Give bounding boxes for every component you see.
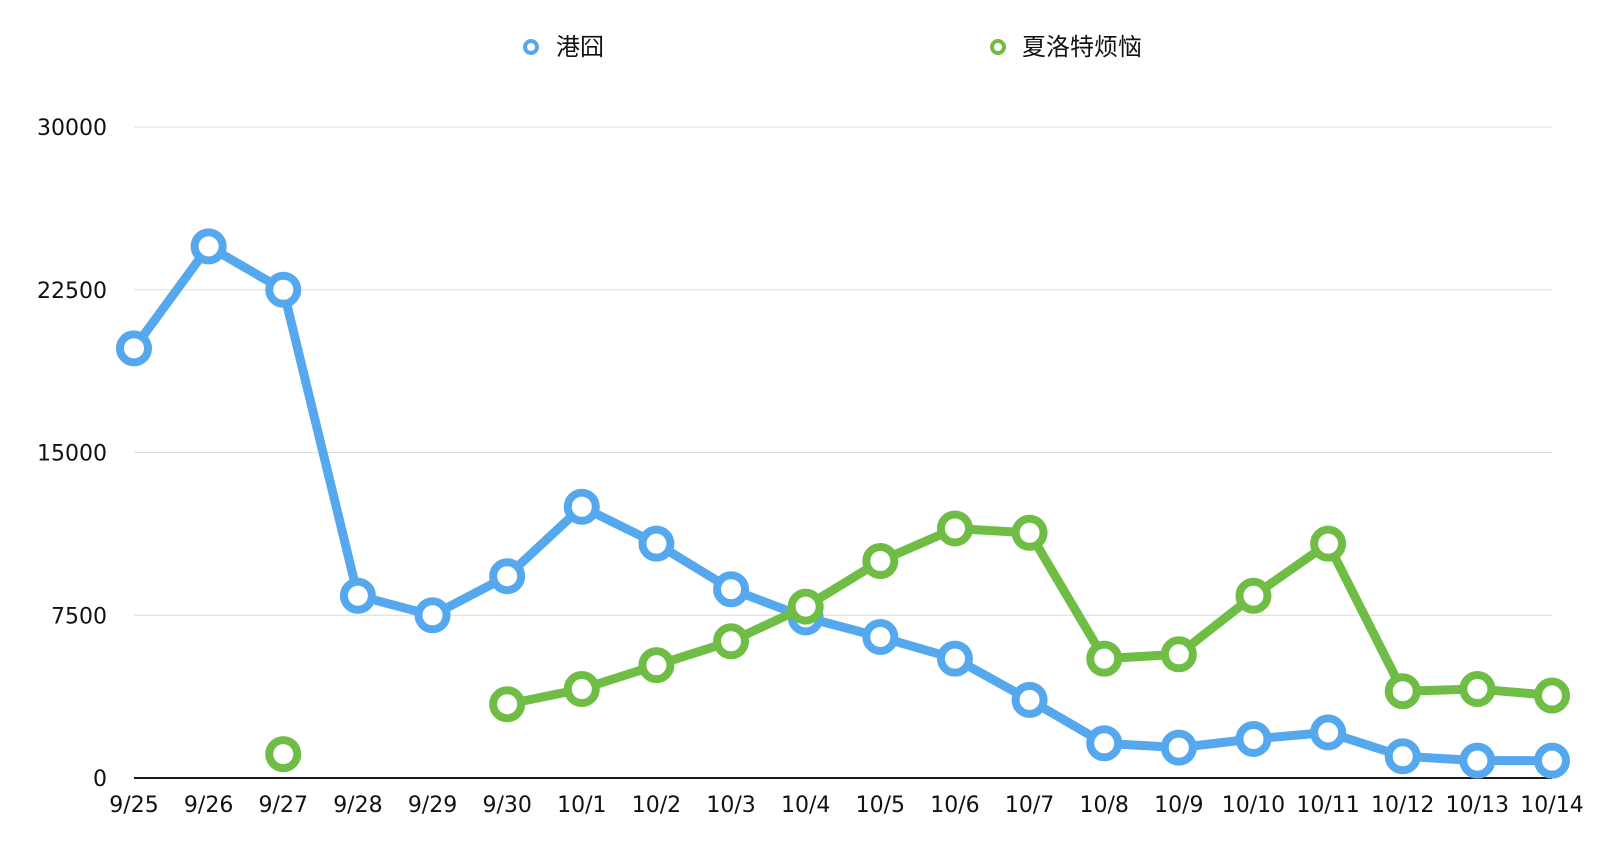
series-2-point[interactable]: [862, 543, 899, 579]
legend-item-series-2[interactable]: 夏洛特烦恼: [990, 33, 1142, 61]
x-tick-label: 10/13: [1446, 793, 1509, 818]
x-tick-label: 10/4: [781, 793, 830, 818]
series-2-point[interactable]: [638, 647, 675, 684]
series-2-point[interactable]: [1011, 514, 1048, 551]
legend-item-series-1[interactable]: 港囧: [523, 33, 604, 61]
series-1-point[interactable]: [1160, 729, 1197, 766]
series-2: [265, 510, 1570, 773]
x-tick-label: 10/6: [930, 793, 979, 818]
legend-label-series-1: 港囧: [556, 33, 604, 61]
series-1-point[interactable]: [1011, 681, 1048, 718]
series-2-point[interactable]: [1534, 677, 1570, 714]
series-1-point[interactable]: [713, 571, 750, 608]
series-1-point[interactable]: [1459, 742, 1496, 779]
series-1-point[interactable]: [1534, 742, 1570, 779]
series-1-point[interactable]: [190, 228, 227, 265]
series-2-point[interactable]: [713, 623, 750, 660]
x-tick-label: 10/10: [1222, 793, 1285, 818]
x-tick-label: 9/25: [109, 793, 158, 818]
x-tick-label: 10/1: [557, 793, 606, 818]
series-1-point[interactable]: [116, 330, 152, 367]
y-tick-label: 15000: [37, 442, 107, 467]
series-1-point[interactable]: [936, 640, 973, 677]
x-tick-label: 9/26: [184, 793, 233, 818]
series-1-point[interactable]: [1310, 714, 1347, 751]
x-axis-ticks: 9/25 9/26 9/27 9/28 9/29 9/30 10/1 10/2 10/3 10/4…: [109, 793, 1583, 818]
series-1-line: [129, 241, 1557, 766]
series-1-point[interactable]: [862, 618, 899, 655]
series-layer: [116, 228, 1570, 779]
y-tick-label: 0: [93, 767, 107, 792]
series-2-point[interactable]: [1310, 525, 1347, 562]
legend: 港囧 夏洛特烦恼: [523, 33, 1142, 61]
series-1-point[interactable]: [1384, 738, 1421, 775]
x-tick-label: 10/5: [856, 793, 905, 818]
y-tick-label: 7500: [51, 604, 107, 629]
series-1-point[interactable]: [638, 525, 675, 562]
series-1: [116, 228, 1570, 779]
series-2-point[interactable]: [563, 671, 600, 708]
series-2-point[interactable]: [1086, 640, 1123, 677]
x-tick-label: 10/7: [1005, 793, 1054, 818]
y-axis-ticks: 0 7500 15000 22500 30000: [37, 116, 107, 792]
series-1-point[interactable]: [563, 488, 600, 525]
series-2-point[interactable]: [1235, 577, 1272, 614]
series-2-point[interactable]: [787, 588, 824, 625]
x-tick-label: 10/9: [1154, 793, 1203, 818]
series-1-point[interactable]: [489, 558, 526, 595]
x-tick-label: 10/8: [1080, 793, 1129, 818]
series-2-point[interactable]: [936, 510, 973, 547]
x-tick-label: 10/3: [706, 793, 755, 818]
series-1-point[interactable]: [414, 597, 451, 634]
series-1-point[interactable]: [1086, 725, 1123, 762]
legend-marker-series-2: [990, 39, 1006, 55]
series-1-point[interactable]: [1235, 720, 1272, 757]
x-tick-label: 10/2: [632, 793, 681, 818]
series-2-point[interactable]: [1459, 671, 1496, 708]
series-1-point[interactable]: [265, 271, 302, 308]
x-tick-label: 9/27: [259, 793, 308, 818]
series-2-point[interactable]: [265, 736, 302, 773]
y-tick-label: 22500: [37, 279, 107, 304]
gridlines: [134, 126, 1552, 779]
series-2-point[interactable]: [1160, 636, 1197, 673]
x-tick-label: 9/28: [333, 793, 382, 818]
series-2-point[interactable]: [1384, 673, 1421, 710]
legend-label-series-2: 夏洛特烦恼: [1022, 33, 1142, 61]
x-tick-label: 9/29: [408, 793, 457, 818]
series-1-point[interactable]: [339, 577, 376, 614]
x-tick-label: 10/11: [1296, 793, 1359, 818]
y-tick-label: 30000: [37, 116, 107, 141]
x-tick-label: 10/14: [1520, 793, 1583, 818]
series-2-point[interactable]: [489, 686, 526, 723]
x-tick-label: 9/30: [482, 793, 531, 818]
legend-marker-series-1: [523, 39, 539, 55]
x-tick-label: 10/12: [1371, 793, 1434, 818]
